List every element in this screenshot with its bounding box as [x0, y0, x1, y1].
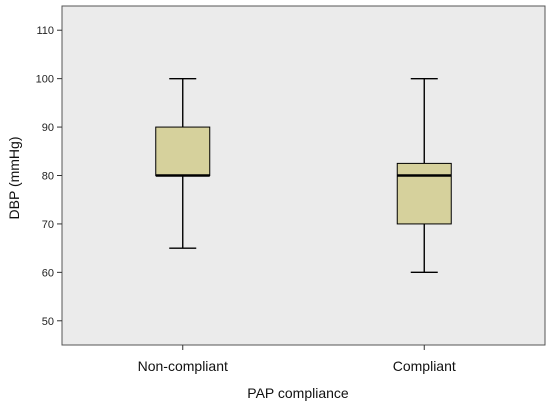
boxes — [155, 77, 452, 274]
y-tick-label: 110 — [36, 25, 54, 37]
x-category-label: Compliant — [393, 358, 456, 374]
y-tick-label: 70 — [42, 219, 54, 231]
y-axis-title: DBP (mmHg) — [6, 137, 22, 220]
box-group — [155, 77, 211, 249]
y-tick-label: 90 — [42, 122, 54, 134]
x-axis-title: PAP compliance — [247, 385, 349, 401]
x-category-label: Non-compliant — [138, 358, 228, 374]
x-axis: Non-compliant Compliant — [138, 345, 456, 374]
y-tick-label: 80 — [42, 171, 54, 183]
y-tick-label: 50 — [42, 316, 54, 328]
iqr-box — [155, 126, 211, 176]
box-group — [396, 77, 452, 274]
y-axis: 50 60 70 80 90 100 110 — [36, 25, 62, 328]
y-tick-label: 100 — [36, 74, 54, 86]
plot-area — [61, 5, 546, 346]
y-tick-label: 60 — [42, 267, 54, 279]
iqr-box — [396, 162, 452, 225]
